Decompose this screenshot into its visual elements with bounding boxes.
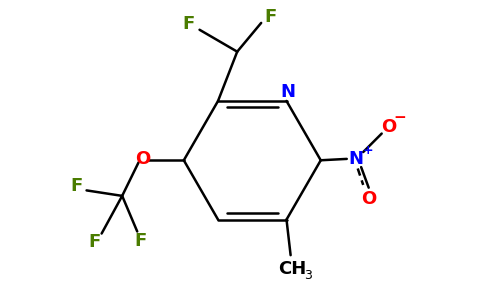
Text: F: F bbox=[89, 233, 101, 251]
Text: F: F bbox=[182, 15, 195, 33]
Text: F: F bbox=[265, 8, 277, 26]
Text: N: N bbox=[280, 83, 295, 101]
Text: O: O bbox=[135, 150, 151, 168]
Text: 3: 3 bbox=[304, 268, 312, 281]
Text: N: N bbox=[349, 150, 364, 168]
Text: +: + bbox=[363, 144, 373, 157]
Text: O: O bbox=[381, 118, 396, 136]
Text: F: F bbox=[71, 177, 83, 195]
Text: −: − bbox=[394, 110, 407, 124]
Text: O: O bbox=[361, 190, 376, 208]
Text: CH: CH bbox=[279, 260, 307, 278]
Text: F: F bbox=[135, 232, 147, 250]
